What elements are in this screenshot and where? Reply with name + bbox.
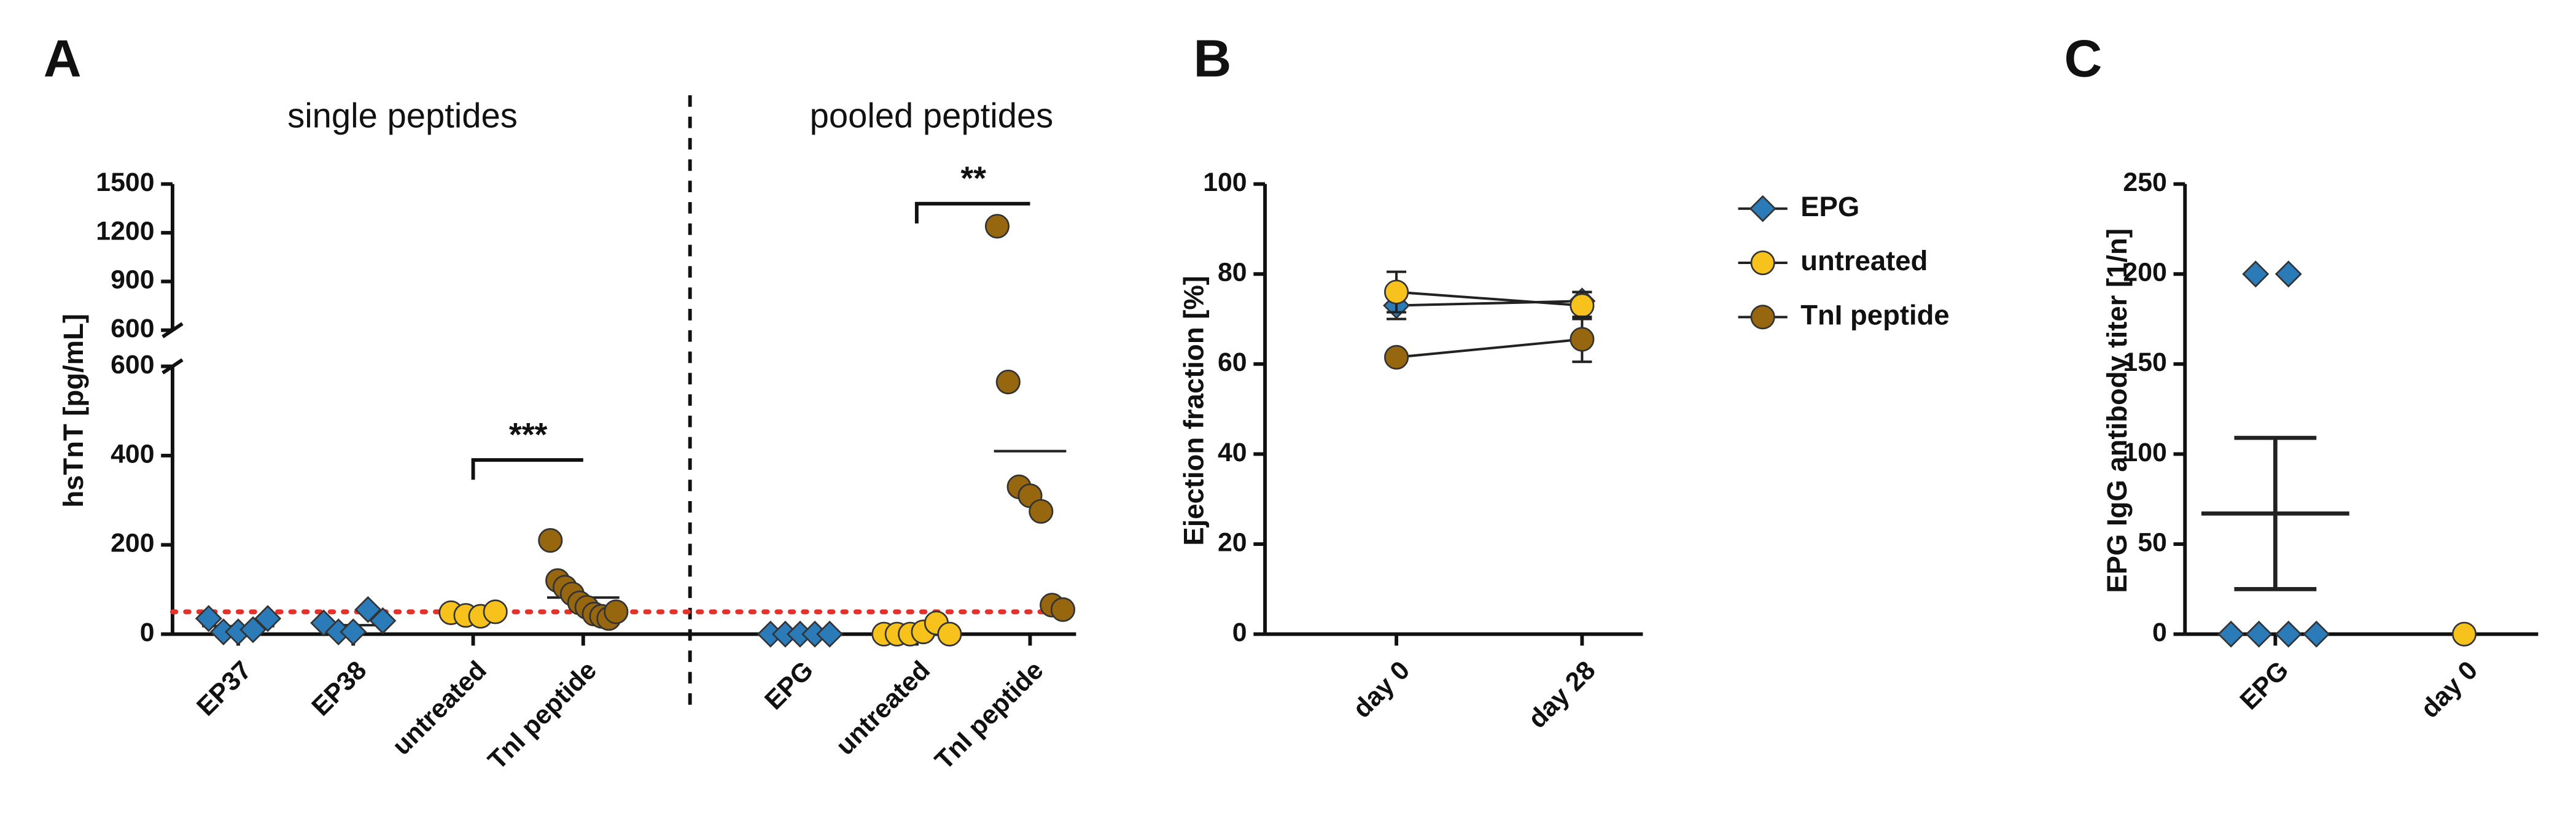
- y-tick-label: 200: [111, 529, 154, 558]
- x-tick-label: EPG: [2235, 655, 2295, 715]
- data-point: [1570, 293, 1595, 318]
- data-point: [2274, 260, 2302, 288]
- x-tick-label: untreated: [830, 655, 936, 761]
- y-tick-label: 600: [111, 314, 154, 343]
- y-tick-label: 60: [1218, 348, 1247, 377]
- y-axis-label: hsTnT [pg/mL]: [58, 314, 89, 508]
- series-line: [1396, 338, 1582, 359]
- y-axis-label: EPG IgG antibody titer [1/n]: [2101, 228, 2133, 593]
- y-tick-label: 900: [111, 265, 154, 295]
- y-tick-label: 0: [140, 618, 155, 647]
- x-tick-label: EP37: [191, 655, 257, 722]
- series-line: [1396, 290, 1582, 307]
- y-tick-label: 200: [2123, 258, 2166, 287]
- data-point: [2451, 621, 2477, 647]
- legend-label: EPG: [1800, 191, 1859, 222]
- y-tick-label: 400: [111, 439, 154, 469]
- data-point: [2274, 620, 2302, 648]
- significance-label: **: [960, 160, 986, 196]
- data-point: [1384, 344, 1409, 370]
- error-bar: [2234, 435, 2317, 591]
- panel-label: C: [2064, 29, 2102, 88]
- x-tick-label: day 28: [1522, 655, 1601, 734]
- y-tick-label: 100: [2123, 438, 2166, 467]
- x-tick-label: day 0: [2415, 655, 2483, 723]
- axis-break: [161, 358, 184, 375]
- data-point: [369, 607, 397, 634]
- data-point: [195, 605, 222, 632]
- data-point: [2242, 260, 2270, 288]
- legend-marker: [1749, 195, 1776, 222]
- panel-label: B: [1194, 29, 1232, 88]
- legend-label: untreated: [1800, 245, 1928, 276]
- data-point: [1570, 327, 1595, 352]
- significance-bracket: [914, 201, 1030, 224]
- series-line: [1396, 300, 1582, 307]
- data-point: [2245, 620, 2273, 648]
- data-point: [239, 616, 267, 644]
- x-tick-label: TnI peptide: [483, 655, 602, 775]
- data-point: [2217, 620, 2245, 648]
- y-tick-label: 0: [2152, 618, 2167, 647]
- x-tick-label: day 0: [1347, 655, 1415, 723]
- y-tick-label: 80: [1218, 258, 1247, 287]
- x-tick-label: TnI peptide: [929, 655, 1049, 775]
- data-point: [340, 618, 367, 646]
- y-tick-label: 0: [1232, 618, 1247, 647]
- data-point: [1384, 279, 1409, 305]
- x-tick-label: EP38: [306, 655, 372, 722]
- y-tick-label: 250: [2123, 168, 2166, 197]
- data-point: [1029, 499, 1054, 524]
- data-point: [984, 214, 1010, 239]
- legend-label: TnI peptide: [1800, 299, 1950, 330]
- y-axis-label: Ejection fraction [%]: [1178, 276, 1210, 546]
- data-point: [816, 620, 844, 648]
- legend-marker: [1750, 250, 1775, 276]
- group-label: pooled peptides: [810, 96, 1054, 134]
- data-point: [995, 369, 1021, 395]
- y-tick-label: 100: [1203, 168, 1247, 197]
- x-tick-label: untreated: [387, 655, 492, 761]
- y-tick-label: 50: [2138, 527, 2167, 557]
- data-point: [354, 596, 382, 623]
- data-point: [538, 527, 563, 553]
- group-label: single peptides: [287, 96, 518, 134]
- data-point: [483, 599, 508, 625]
- significance-label: ***: [509, 417, 548, 453]
- legend-marker: [1750, 305, 1775, 330]
- data-point: [937, 621, 962, 647]
- data-point: [254, 605, 282, 632]
- y-tick-label: 1200: [96, 216, 154, 246]
- significance-bracket: [471, 458, 583, 480]
- panel-label: A: [44, 29, 82, 88]
- data-point: [2303, 620, 2330, 648]
- data-point: [1050, 597, 1076, 622]
- y-tick-label: 1500: [96, 168, 154, 197]
- y-tick-label: 150: [2123, 348, 2166, 377]
- data-point: [604, 599, 629, 625]
- y-tick-label: 600: [111, 350, 154, 379]
- x-tick-label: EPG: [759, 655, 819, 715]
- y-tick-label: 40: [1218, 438, 1247, 467]
- y-tick-label: 20: [1218, 527, 1247, 557]
